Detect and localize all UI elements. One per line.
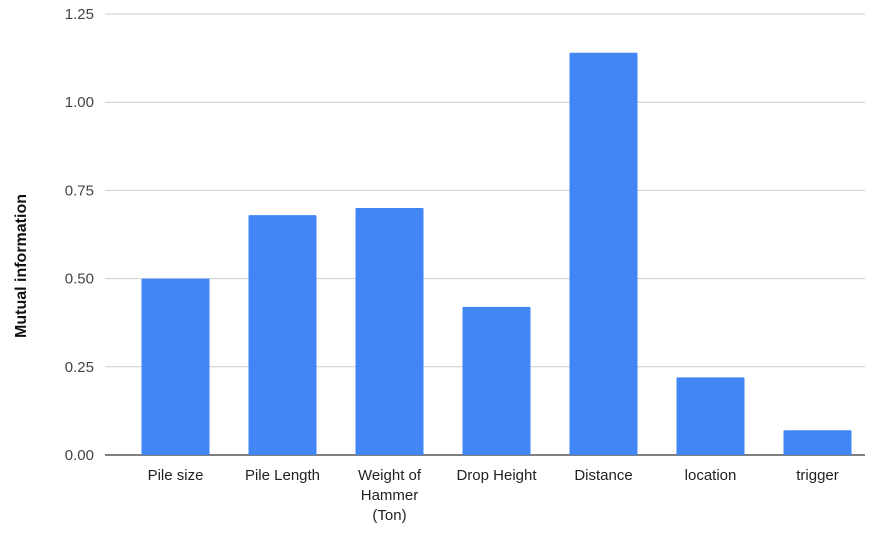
x-axis-labels: Pile size Pile Length Weight of Hammer (Ton)… bbox=[148, 467, 839, 524]
x-category-label: Pile Length bbox=[245, 467, 320, 484]
y-tick-label: 0.75 bbox=[65, 182, 94, 199]
bars bbox=[142, 53, 852, 455]
y-axis-ticks: 0.00 0.25 0.50 0.75 1.00 1.25 bbox=[65, 6, 94, 464]
x-category-label: trigger bbox=[796, 467, 839, 484]
bar-trigger bbox=[784, 430, 852, 455]
y-tick-label: 0.50 bbox=[65, 271, 94, 288]
bar-distance bbox=[570, 53, 638, 455]
y-tick-label: 1.25 bbox=[65, 6, 94, 23]
bar-weight-of-hammer-ton bbox=[356, 208, 424, 455]
bar-location bbox=[677, 377, 745, 455]
y-tick-label: 0.00 bbox=[65, 447, 94, 464]
x-category-label: Distance bbox=[574, 467, 632, 484]
bar-pile-size bbox=[142, 279, 210, 455]
x-category-label: Pile size bbox=[148, 467, 204, 484]
x-category-label: Drop Height bbox=[456, 467, 537, 484]
bar-pile-length bbox=[249, 215, 317, 455]
y-tick-label: 0.25 bbox=[65, 359, 94, 376]
y-axis-title: Mutual information bbox=[13, 194, 30, 338]
x-category-label: location bbox=[685, 467, 737, 484]
x-category-label: Weight of Hammer (Ton) bbox=[358, 467, 422, 524]
y-tick-label: 1.00 bbox=[65, 94, 94, 111]
bar-drop-height bbox=[463, 307, 531, 455]
